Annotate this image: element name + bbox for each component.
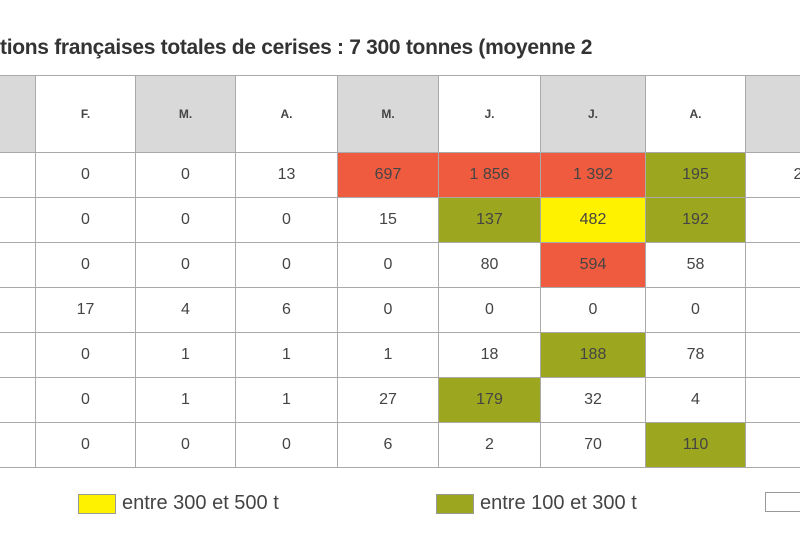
table-cell: 1 (135, 377, 236, 423)
table-cell: 0 (337, 287, 439, 333)
table-cell: 0 (645, 287, 746, 333)
header-cell (745, 75, 800, 153)
table-cell: 78 (645, 332, 746, 378)
table-cell (745, 242, 800, 288)
table-cell (0, 197, 36, 243)
table-cell: 0 (135, 242, 236, 288)
table-cell (745, 332, 800, 378)
table-cell (745, 197, 800, 243)
legend-item (765, 492, 800, 512)
table-cell (0, 152, 36, 198)
table-cell: 0 (235, 242, 338, 288)
table-cell (745, 377, 800, 423)
legend-swatch (436, 493, 474, 514)
header-cell (0, 75, 36, 153)
header-cell: J. (540, 75, 646, 153)
table-cell: 1 392 (540, 152, 646, 198)
table-cell: 4 (135, 287, 236, 333)
table-cell: 1 (235, 377, 338, 423)
table-cell: 0 (35, 152, 136, 198)
table-cell (0, 287, 36, 333)
legend-label: entre 100 et 300 t (480, 492, 637, 514)
table-cell: 192 (645, 197, 746, 243)
title: tions françaises totales de cerises : 7 … (0, 36, 593, 59)
table-cell: 0 (540, 287, 646, 333)
table-cell: 2 (438, 422, 541, 468)
table-cell: 15 (337, 197, 439, 243)
table-cell: 0 (135, 197, 236, 243)
legend-swatch (78, 493, 116, 514)
table-cell: 0 (235, 197, 338, 243)
table-cell: 1 (235, 332, 338, 378)
table-cell: 137 (438, 197, 541, 243)
table-cell: 0 (35, 242, 136, 288)
table-cell: 0 (135, 152, 236, 198)
table-cell (0, 377, 36, 423)
table-cell (745, 422, 800, 468)
table-cell: 32 (540, 377, 646, 423)
table-cell: 80 (438, 242, 541, 288)
header-cell: M. (135, 75, 236, 153)
table-cell (0, 242, 36, 288)
table-cell (745, 287, 800, 333)
table-cell: 6 (235, 287, 338, 333)
legend-item: entre 100 et 300 t (436, 492, 637, 515)
table-cell: 1 (337, 332, 439, 378)
table-cell: 27 (337, 377, 439, 423)
table-cell: 1 (135, 332, 236, 378)
table-cell: 188 (540, 332, 646, 378)
legend-swatch (765, 492, 800, 512)
table-cell: 110 (645, 422, 746, 468)
header-cell: M. (337, 75, 439, 153)
table-cell: 195 (645, 152, 746, 198)
table-cell: 0 (35, 332, 136, 378)
header-cell: A. (235, 75, 338, 153)
table-cell: 58 (645, 242, 746, 288)
table-cell: 70 (540, 422, 646, 468)
table-cell: 0 (35, 197, 136, 243)
header-cell: A. (645, 75, 746, 153)
table-cell: 18 (438, 332, 541, 378)
header-cell: F. (35, 75, 136, 153)
table-cell (0, 422, 36, 468)
table-cell: 0 (35, 377, 136, 423)
table-cell: 4 (645, 377, 746, 423)
table-cell: 0 (235, 422, 338, 468)
table-cell: 2 (745, 152, 800, 198)
table-cell: 6 (337, 422, 439, 468)
table-cell: 0 (135, 422, 236, 468)
table-cell: 482 (540, 197, 646, 243)
table-cell: 697 (337, 152, 439, 198)
legend-item: entre 300 et 500 t (78, 492, 279, 515)
table-cell: 1 856 (438, 152, 541, 198)
table-cell: 594 (540, 242, 646, 288)
header-cell: J. (438, 75, 541, 153)
table-cell: 0 (35, 422, 136, 468)
table-cell (0, 332, 36, 378)
legend-label: entre 300 et 500 t (122, 492, 279, 514)
table-cell: 17 (35, 287, 136, 333)
table-cell: 179 (438, 377, 541, 423)
table-cell: 0 (337, 242, 439, 288)
table-cell: 13 (235, 152, 338, 198)
table-cell: 0 (438, 287, 541, 333)
